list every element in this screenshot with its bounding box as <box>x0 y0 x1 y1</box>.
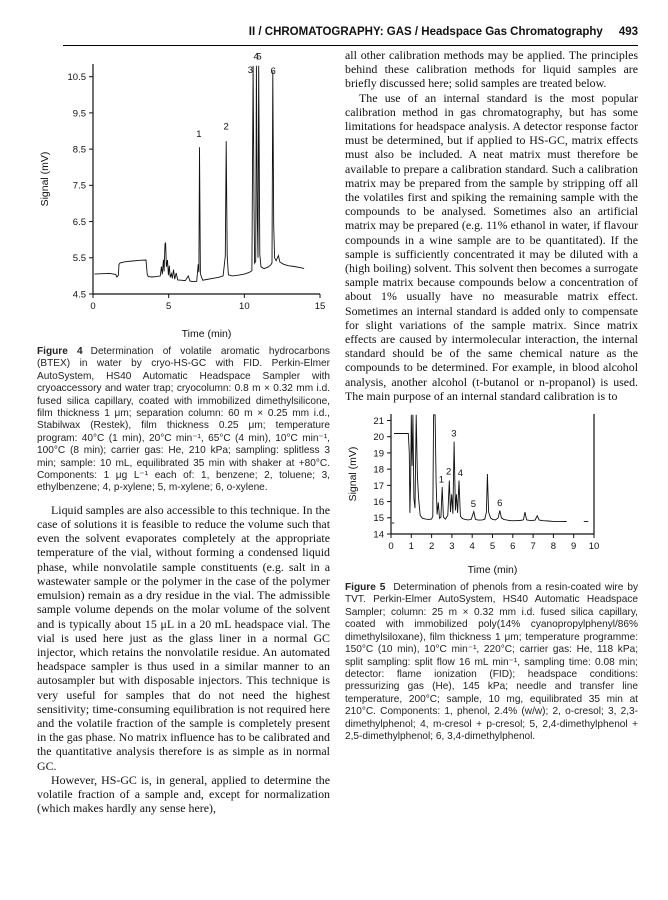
svg-text:4: 4 <box>458 468 463 479</box>
svg-text:Signal (mV): Signal (mV) <box>39 152 51 207</box>
svg-text:14: 14 <box>373 529 384 540</box>
svg-text:0: 0 <box>388 541 393 552</box>
svg-text:2: 2 <box>446 467 451 478</box>
svg-text:10: 10 <box>589 541 600 552</box>
svg-text:6.5: 6.5 <box>73 217 86 228</box>
paragraph: The use of an internal standard is the m… <box>345 90 638 403</box>
left-column-text: Liquid samples are also accessible to th… <box>37 503 330 815</box>
svg-text:3: 3 <box>451 428 456 439</box>
svg-text:0: 0 <box>90 301 95 312</box>
svg-text:4: 4 <box>253 51 258 62</box>
svg-text:10.5: 10.5 <box>68 72 87 83</box>
figure5-caption: Figure 5 Determination of phenols from a … <box>345 582 638 743</box>
left-column: 0 5 10 15 4.5 5.5 6.5 7.5 8.5 9.5 10.5 Time (min) Si… <box>37 51 330 815</box>
paragraph: However, HS-GC is, in general, applied t… <box>37 772 330 816</box>
svg-text:7: 7 <box>530 541 535 552</box>
svg-text:2: 2 <box>224 122 229 133</box>
svg-text:20: 20 <box>373 432 384 443</box>
page-header: II / CHROMATOGRAPHY: GAS / Headspace Gas… <box>63 26 638 46</box>
svg-text:8: 8 <box>551 541 556 552</box>
svg-text:1: 1 <box>196 129 201 140</box>
svg-text:Signal (mV): Signal (mV) <box>347 447 359 502</box>
svg-text:5.5: 5.5 <box>73 253 86 264</box>
svg-text:17: 17 <box>373 481 384 492</box>
figure5-caption-label: Figure 5 <box>345 582 386 594</box>
paragraph: Liquid samples are also accessible to th… <box>37 502 330 773</box>
svg-text:3: 3 <box>449 541 454 552</box>
right-column-text: all other calibration methods may be app… <box>345 48 638 403</box>
figure4-caption-label: Figure 4 <box>37 346 83 357</box>
paragraph: all other calibration methods may be app… <box>345 48 638 91</box>
svg-text:15: 15 <box>315 301 326 312</box>
svg-text:21: 21 <box>373 416 384 427</box>
svg-text:4.5: 4.5 <box>73 289 86 300</box>
svg-text:Time (min): Time (min) <box>182 328 232 340</box>
svg-text:9.5: 9.5 <box>73 108 86 119</box>
svg-text:5: 5 <box>256 51 261 62</box>
svg-text:8.5: 8.5 <box>73 145 86 156</box>
svg-text:5: 5 <box>490 541 495 552</box>
figure4: 0 5 10 15 4.5 5.5 6.5 7.5 8.5 9.5 10.5 Time (min) Si… <box>37 51 330 495</box>
figure4-caption-text: Determination of volatile aromatic hydro… <box>37 346 330 494</box>
svg-text:6: 6 <box>497 498 502 509</box>
svg-text:6: 6 <box>510 541 515 552</box>
svg-text:1: 1 <box>439 475 444 486</box>
running-head: II / CHROMATOGRAPHY: GAS / Headspace Gas… <box>248 26 603 38</box>
svg-text:5: 5 <box>166 301 171 312</box>
svg-text:9: 9 <box>571 541 576 552</box>
figure4-caption: Figure 4 Determination of volatile aromat… <box>37 346 330 495</box>
svg-text:2: 2 <box>429 541 434 552</box>
svg-text:18: 18 <box>373 465 384 476</box>
svg-text:3: 3 <box>248 65 253 76</box>
figure5-caption-text: Determination of phenols from a resin-co… <box>345 582 638 742</box>
svg-text:5: 5 <box>471 499 476 510</box>
svg-text:Time (min): Time (min) <box>468 564 518 576</box>
svg-text:15: 15 <box>373 513 384 524</box>
figure5: 0 1 2 3 4 5 6 7 8 9 10 14 15 16 17 18 19 20 21 Time (min) Si… <box>345 408 638 743</box>
right-column: all other calibration methods may be app… <box>345 48 638 743</box>
svg-text:16: 16 <box>373 497 384 508</box>
svg-text:4: 4 <box>470 541 475 552</box>
svg-text:1: 1 <box>409 541 414 552</box>
svg-text:10: 10 <box>239 301 250 312</box>
svg-text:7.5: 7.5 <box>73 181 86 192</box>
page-number: 493 <box>618 26 638 38</box>
svg-text:6: 6 <box>270 66 275 77</box>
svg-text:19: 19 <box>373 448 384 459</box>
